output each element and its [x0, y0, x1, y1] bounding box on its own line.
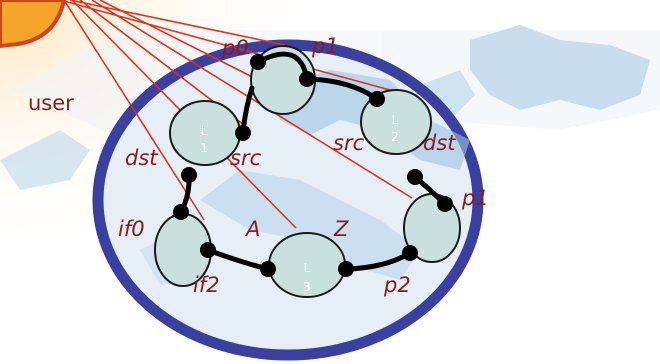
port-dot: [338, 261, 354, 277]
port-label-src-left: src: [230, 146, 262, 170]
port-dot: [407, 169, 423, 185]
port-dot: [200, 242, 216, 258]
port-dot: [260, 261, 276, 277]
node-l2-digit: 2: [391, 130, 399, 144]
node-l1-digit: 1: [200, 141, 208, 155]
port-label-p1-top: p1: [311, 34, 339, 58]
port-dot: [250, 54, 266, 70]
user-label: user: [28, 91, 74, 115]
user-badge: [0, 0, 67, 49]
port-label-src-right: src: [333, 131, 365, 155]
port-label-if0: if0: [118, 217, 145, 241]
port-label-dst-left: dst: [125, 146, 158, 170]
port-dot: [181, 167, 197, 183]
node-l3-letter: L: [304, 261, 311, 275]
port-label-dst-right: dst: [423, 131, 456, 155]
node-l3-digit: 3: [303, 280, 311, 294]
port-label-p0: p0: [221, 36, 249, 60]
port-label-p2: p2: [383, 273, 411, 297]
port-dots: [173, 54, 453, 277]
port-dot: [369, 91, 385, 107]
port-dot: [437, 196, 453, 212]
port-label-p1-right: p1: [461, 186, 489, 210]
port-dot: [402, 245, 418, 261]
port-dot: [299, 71, 315, 87]
port-label-if2: if2: [193, 273, 220, 297]
port-dot: [173, 204, 189, 220]
port-dot: [235, 125, 251, 141]
node-l1-letter: L: [201, 124, 208, 138]
port-label-z: Z: [333, 217, 349, 241]
port-label-a: A: [244, 217, 260, 241]
node-l2-letter: L: [392, 113, 399, 127]
